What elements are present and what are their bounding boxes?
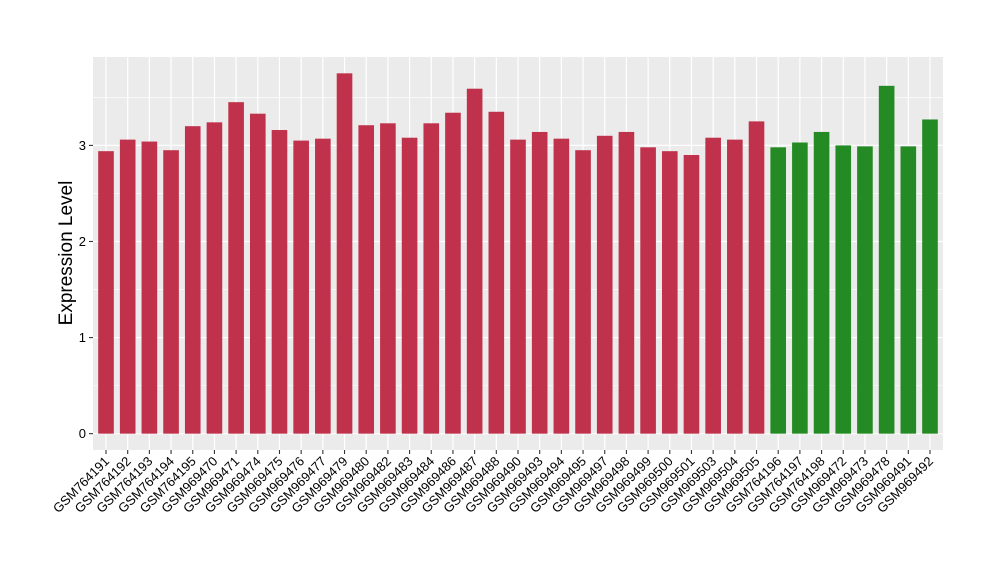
bar-GSM764194 [163,150,179,434]
y-tick-label: 0 [79,426,86,441]
bar-GSM969483 [401,137,418,434]
y-tick-label: 1 [79,330,86,345]
bar-GSM969494 [553,138,570,434]
bar-GSM969484 [423,123,440,434]
y-axis-label: Expression Level [56,181,77,326]
bar-GSM969505 [748,121,765,434]
bar-GSM969470 [206,122,223,434]
bar-GSM969490 [510,139,526,434]
bar-GSM969501 [683,155,700,434]
bar-GSM969480 [358,125,375,434]
bar-GSM764197 [792,142,808,434]
bar-GSM969487 [466,88,483,434]
bar-GSM969476 [293,140,309,434]
bar-GSM969474 [249,113,266,434]
bar-GSM969488 [488,111,505,434]
bar-GSM969497 [596,135,613,434]
bar-GSM764196 [770,147,787,434]
bar-GSM764195 [184,126,201,434]
bar-GSM969491 [900,146,917,434]
bar-GSM969486 [445,112,461,434]
y-tick-label: 2 [79,234,86,249]
bar-GSM969504 [727,139,743,434]
bar-GSM969479 [336,73,353,434]
y-axis: 0 1 2 3 [79,138,93,441]
bar-GSM969492 [922,119,938,434]
bar-GSM764192 [119,139,136,434]
bar-GSM969498 [618,131,635,434]
bar-GSM764198 [813,131,830,434]
bar-GSM764193 [141,141,158,434]
bar-GSM969475 [271,130,288,434]
bar-GSM969493 [531,131,548,434]
bar-GSM969503 [705,137,721,434]
bar-GSM969471 [228,102,244,434]
y-tick-label: 3 [79,138,86,153]
x-axis: GSM764191GSM764192GSM764193GSM764194GSM7… [50,450,936,516]
bar-GSM764191 [98,151,114,434]
bar-GSM969500 [661,151,678,434]
bar-GSM969473 [857,146,873,434]
bar-GSM969477 [315,138,331,434]
bar-GSM969478 [878,85,895,434]
bar-GSM969499 [640,147,656,434]
bar-GSM969482 [380,123,396,434]
bar-GSM969472 [835,145,852,434]
bar-layer [98,73,938,434]
bar-GSM969495 [575,150,591,434]
